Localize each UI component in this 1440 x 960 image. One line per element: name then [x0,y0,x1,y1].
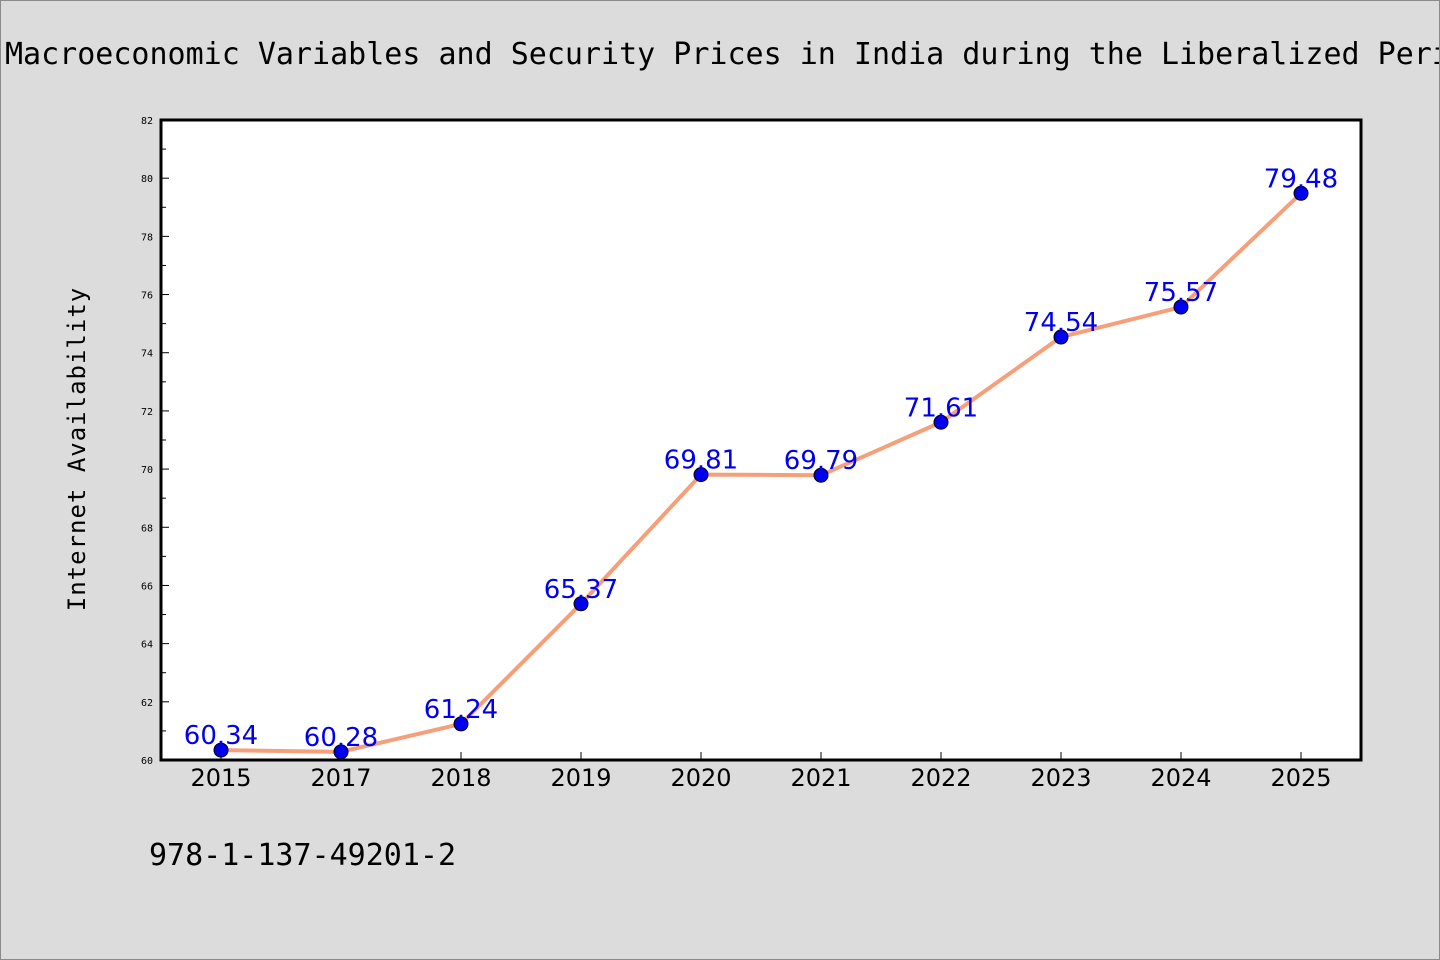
data-label: 79.48 [1264,164,1338,194]
y-tick-label: 72 [141,407,153,418]
data-labels: 60.34 60.28 61.24 65.37 69.81 69.79 71.61 74.54… [184,164,1338,753]
x-tick-label: 2019 [550,764,611,792]
x-tick-label: 2020 [670,764,731,792]
data-label: 60.34 [184,721,258,751]
x-tick-label: 2023 [1030,764,1091,792]
y-tick-label: 60 [141,756,153,767]
data-label: 65.37 [544,575,618,605]
x-tick-label: 2025 [1270,764,1331,792]
y-axis: 60 62 64 66 68 70 72 74 76 78 80 82 [141,116,169,767]
data-point [1293,185,1309,201]
y-tick-label: 74 [141,349,153,360]
y-tick-label: 82 [141,116,153,127]
data-label: 71.61 [904,393,978,423]
x-tick-label: 2022 [910,764,971,792]
y-tick-label: 62 [141,698,153,709]
data-point [813,467,829,483]
x-tick-label: 2024 [1150,764,1211,792]
data-point [933,414,949,430]
y-tick-label: 68 [141,523,153,534]
x-axis: 2015 2017 2018 2019 2020 2021 2022 2023 2024 2025 [190,752,1332,792]
x-tick-label: 2021 [790,764,851,792]
data-point [1053,329,1069,345]
plot-area [161,120,1361,760]
data-point [1173,299,1189,315]
chart-title: Macroeconomic Variables and Security Pri… [5,37,1439,72]
data-label: 69.81 [664,446,738,476]
plot-border [159,118,1363,762]
data-label: 69.79 [784,446,858,476]
data-point [693,467,709,483]
data-point [573,596,589,612]
y-tick-label: 76 [141,291,153,302]
data-label: 60.28 [304,723,378,753]
y-tick-label: 80 [141,174,153,185]
data-point [453,716,469,732]
isbn-text: 978-1-137-49201-2 [149,838,456,873]
x-tick-label: 2018 [430,764,491,792]
series-line [219,191,1303,754]
data-label: 61.24 [424,695,498,725]
x-tick-label: 2015 [190,764,251,792]
y-tick-label: 70 [141,465,153,476]
series-line-group [213,185,1309,760]
x-tick-label: 2017 [310,764,371,792]
data-label: 75.57 [1144,278,1218,308]
y-axis-label: Internet Availability [63,287,91,611]
y-tick-label: 64 [141,640,153,651]
y-tick-label: 78 [141,232,153,243]
data-label: 74.54 [1024,308,1098,338]
y-tick-label: 66 [141,581,153,592]
data-point [213,742,229,758]
